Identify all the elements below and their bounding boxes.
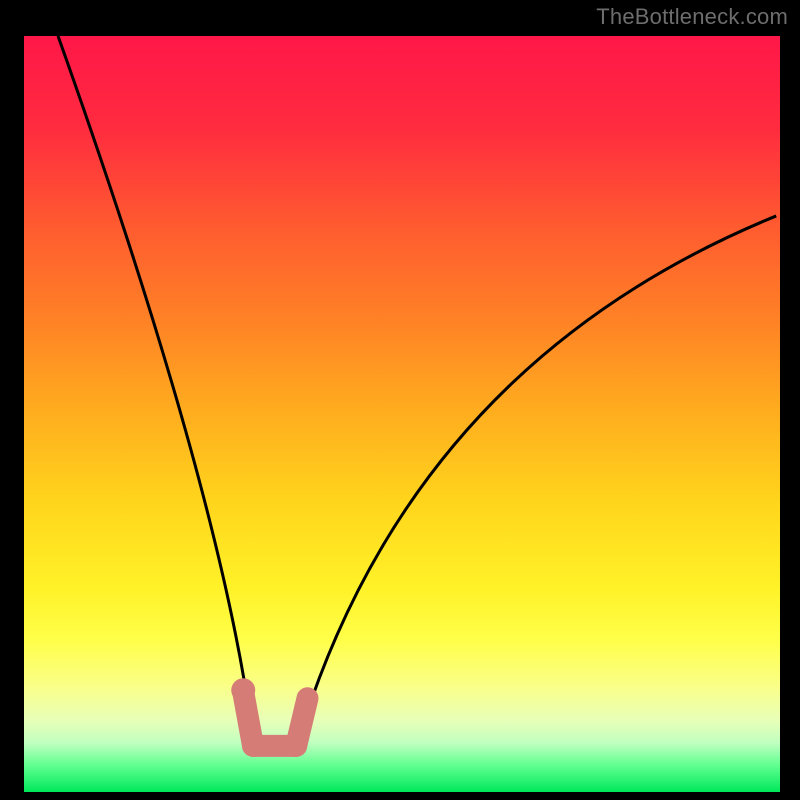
plot-area (24, 36, 780, 792)
curve-left-branch (58, 36, 251, 722)
curve-right-branch (304, 216, 776, 723)
curve-layer (24, 36, 780, 792)
marker-right-arm (296, 698, 307, 746)
figure-canvas: TheBottleneck.com (0, 0, 800, 800)
marker-dot (231, 678, 255, 702)
valley-marker (231, 678, 307, 746)
watermark-text: TheBottleneck.com (596, 4, 788, 30)
